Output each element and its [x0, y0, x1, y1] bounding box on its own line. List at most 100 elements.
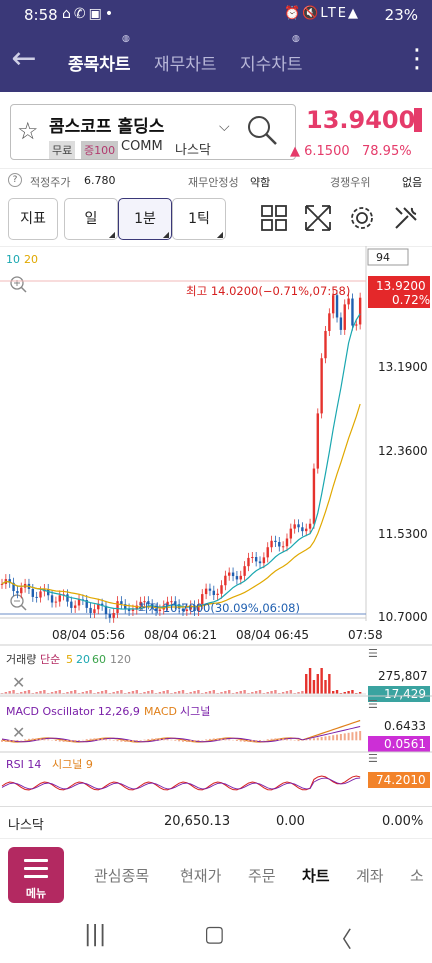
nav-item-current-price[interactable]: 현재가: [180, 867, 222, 885]
nav-item-order[interactable]: 주문: [248, 867, 276, 885]
volume-period: 60: [92, 653, 106, 666]
volume-bar: [343, 692, 346, 694]
volume-bar: [258, 690, 262, 694]
nav-item-chart[interactable]: 차트: [302, 867, 330, 885]
volume-bar: [312, 680, 316, 694]
candle-body: [154, 608, 158, 611]
candle-body: [66, 594, 69, 602]
volume-bar: [305, 674, 308, 694]
tab-financial-chart[interactable]: 재무차트: [154, 55, 217, 75]
home-button-icon[interactable]: ▢: [204, 922, 225, 947]
settings-icon[interactable]: [348, 204, 376, 232]
close-panel-icon[interactable]: ✕: [12, 673, 25, 692]
candle-body: [100, 603, 104, 606]
tab-stock-chart[interactable]: 종목차트: [68, 55, 131, 75]
chevron-down-icon[interactable]: ⌵: [219, 119, 230, 135]
candle-body: [158, 609, 162, 611]
recent-apps-icon[interactable]: |||: [84, 922, 107, 947]
panel-menu-icon[interactable]: ☰: [368, 647, 378, 660]
info-row: ? 적정주가 6.780 재무안정성 약함 경쟁우위 없음: [0, 168, 432, 192]
x-tick: 08/04 06:21: [144, 628, 217, 642]
panel-menu-icon[interactable]: ☰: [368, 752, 378, 765]
price-indicator-bar: [414, 108, 422, 132]
market-index-row[interactable]: 나스닥 20,650.13 0.00 0.00%: [0, 806, 432, 836]
bottom-nav: 메뉴 관심종목 현재가 주문 차트 계좌 소: [0, 838, 432, 908]
macd-bar: [43, 738, 46, 741]
ma-legend-20: 20: [24, 253, 38, 266]
macd-bar: [47, 739, 50, 741]
candle-body: [254, 557, 258, 562]
volume-bar: [316, 674, 319, 694]
candle-body: [301, 527, 304, 532]
close-panel-icon[interactable]: ✕: [12, 723, 25, 742]
candle-body: [181, 608, 185, 611]
macd-current-value: 0.0561: [384, 737, 426, 751]
nav-item-more[interactable]: 소: [410, 867, 424, 885]
volume-bar: [270, 691, 273, 694]
indicator-button[interactable]: 지표: [8, 198, 58, 240]
ma10-line: [1, 313, 361, 610]
stock-name: 콤스코프 홀딩스: [49, 117, 165, 137]
grid-layout-icon[interactable]: [260, 204, 288, 232]
x-tick: 07:58: [348, 628, 383, 642]
volume-bar: [331, 691, 335, 694]
macd-bar: [339, 734, 342, 741]
volume-bar: [347, 691, 350, 694]
new-badge-icon: ◍: [122, 34, 130, 44]
dropdown-corner-icon: ◢: [162, 230, 169, 239]
help-icon[interactable]: ?: [8, 173, 22, 187]
macd-bar: [208, 738, 211, 741]
candle-body: [274, 540, 277, 543]
stock-selector[interactable]: ☆ 콤스코프 홀딩스 ⌵ 무료 증100 COMM 나스닥: [10, 104, 296, 160]
zoom-in-icon[interactable]: [10, 276, 27, 293]
panel-menu-icon[interactable]: ☰: [368, 698, 378, 711]
macd-bar: [255, 740, 258, 742]
tab-index-chart[interactable]: 지수차트: [240, 55, 303, 75]
volume-bar: [243, 690, 246, 694]
period-tick-button[interactable]: 1틱 ◢: [172, 198, 226, 240]
back-arrow-icon[interactable]: ←: [11, 41, 37, 76]
indicator-panels[interactable]: 거래량 단순 5 20 60 120 ✕ 17,429 275,807 ☰ MA…: [0, 646, 432, 806]
period-minute-button[interactable]: 1분 ◢: [118, 198, 172, 240]
volume-bar: [135, 690, 138, 694]
macd-bar: [274, 738, 277, 741]
macd-bar: [212, 738, 215, 741]
nav-item-account[interactable]: 계좌: [356, 867, 384, 885]
tools-icon[interactable]: [392, 204, 420, 232]
volume-bar: [85, 691, 88, 694]
macd-bar: [89, 738, 92, 741]
macd-bar: [247, 740, 250, 743]
candle-body: [108, 614, 112, 618]
search-icon[interactable]: [244, 112, 280, 148]
candle-body: [297, 524, 300, 528]
macd-bar: [178, 740, 181, 742]
macd-bar: [266, 739, 269, 741]
more-menu-icon[interactable]: ⋮: [404, 44, 430, 74]
candlestick-chart[interactable]: 10 20 94 최고 14.0200(−0.71%,07:58) 최저 10.…: [0, 246, 432, 646]
volume-max-value: 275,807: [378, 669, 428, 683]
period-day-button[interactable]: 일 ◢: [64, 198, 118, 240]
zoom-out-icon[interactable]: [10, 594, 27, 611]
volume-bar: [120, 690, 123, 694]
menu-button[interactable]: 메뉴: [8, 847, 64, 903]
favorite-star-icon[interactable]: ☆: [17, 117, 39, 145]
volume-bar: [224, 691, 227, 694]
candle-body: [339, 317, 343, 330]
nav-item-watchlist[interactable]: 관심종목: [94, 867, 150, 885]
expand-icon[interactable]: [304, 204, 332, 232]
macd-bar: [12, 740, 15, 742]
volume-bar: [162, 691, 165, 694]
candle-body: [124, 604, 127, 609]
macd-bar: [185, 740, 188, 742]
candle-body: [347, 298, 350, 305]
candle-body: [39, 591, 42, 598]
volume-bar: [8, 691, 11, 694]
count-box[interactable]: [367, 248, 409, 266]
current-price-tag-value: 13.9200: [376, 279, 426, 293]
candle-body: [235, 576, 239, 580]
candle-body: [258, 561, 262, 564]
back-nav-icon[interactable]: 〈: [330, 928, 353, 953]
volume-bar: [324, 680, 327, 694]
volume-bar: [104, 690, 108, 694]
high-label: 최고 14.0200(−0.71%,07:58): [186, 284, 350, 298]
